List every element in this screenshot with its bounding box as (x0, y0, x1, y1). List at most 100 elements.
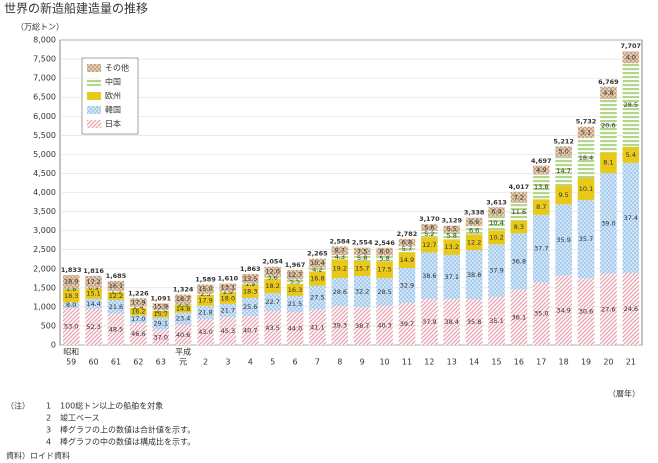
bar-segment (309, 285, 326, 310)
segment-label: 3.6 (267, 273, 277, 281)
bar-segment (107, 292, 125, 300)
bar-segment (264, 278, 281, 294)
segment-label: 13.5 (243, 275, 257, 283)
bar-segment (331, 254, 349, 260)
segment-label: 37.7 (534, 245, 548, 253)
legend-label: 日本 (105, 119, 121, 129)
bar-segment (488, 207, 505, 217)
x-tick-label: 6 (292, 358, 297, 367)
bar-segment (421, 237, 438, 253)
segment-label: 18.3 (64, 292, 78, 300)
bar-segment (241, 283, 259, 285)
bar-segment (465, 217, 483, 227)
total-label: 6,769 (598, 78, 619, 86)
total-label: 7,707 (621, 42, 642, 50)
bar-segment (152, 310, 170, 318)
segment-label: 5.8 (379, 254, 389, 262)
bar-segment (443, 299, 461, 345)
bar-segment (62, 288, 80, 290)
total-label: 1,091 (150, 294, 171, 302)
x-tick-label: 16 (514, 358, 524, 367)
segment-label: 39.7 (400, 320, 414, 328)
y-tick-label: 4,500 (33, 169, 56, 178)
total-label: 3,170 (419, 215, 440, 223)
bar-segment (174, 303, 192, 306)
bar-segment (465, 226, 483, 235)
bar-segment (264, 310, 281, 345)
segment-label: 38.8 (467, 271, 481, 279)
segment-label: 15.7 (355, 264, 369, 272)
segment-label: 27.5 (310, 294, 324, 302)
bar-segment (241, 297, 259, 317)
segment-label: 17.9 (131, 298, 145, 306)
bar-segment (443, 225, 461, 233)
segment-label: 12.7 (422, 241, 436, 249)
bar-segment (174, 324, 192, 345)
segment-label: 21.8 (198, 308, 212, 316)
segment-label: 1.9 (245, 280, 255, 288)
segment-label: 4.0 (626, 53, 636, 61)
segment-label: 38.4 (444, 318, 458, 326)
x-unit: （暦年） (608, 389, 640, 399)
segment-label: 21.7 (221, 307, 235, 315)
segment-label: 1.5 (111, 288, 121, 296)
segment-label: 6.4 (491, 208, 501, 216)
segment-label: 10.2 (489, 233, 503, 241)
notes-label: （注） (6, 401, 30, 411)
x-era-label: 昭和 (63, 348, 79, 357)
bar-segment (62, 275, 80, 289)
bar-segment (85, 298, 102, 309)
segment-label: 13.8 (534, 183, 548, 191)
segment-label: 14.7 (556, 167, 570, 175)
segment-label: 17.5 (377, 266, 391, 274)
bar-segment (286, 279, 304, 284)
segment-label: 35.8 (467, 318, 481, 326)
segment-label: 10.1 (579, 185, 593, 193)
total-label: 1,816 (83, 267, 104, 275)
bar-segment (577, 137, 595, 179)
x-tick-label: 10 (379, 358, 389, 367)
x-tick-label: 元 (179, 358, 187, 367)
bar-segment (107, 313, 125, 345)
segment-label: 37.9 (489, 267, 503, 275)
total-label: 5,212 (553, 137, 574, 145)
x-tick-label: 11 (402, 358, 412, 367)
bar-segment (197, 294, 214, 306)
segment-label: 43.5 (265, 324, 279, 332)
bar-segment (488, 244, 505, 297)
bar-segment (331, 246, 349, 255)
bar-segment (465, 250, 483, 300)
segment-label: 8.1 (603, 159, 613, 167)
source: 資料）ロイド資料 (6, 451, 70, 461)
legend-label: 欧州 (105, 91, 121, 101)
segment-label: 5.0 (558, 147, 568, 155)
bar-segment (600, 99, 617, 153)
x-tick-label: 13 (447, 358, 457, 367)
y-tick-label: 8,000 (33, 36, 56, 45)
segment-label: 20.6 (601, 122, 615, 130)
segment-label: 12.2 (109, 292, 123, 300)
bar-segment (510, 233, 528, 290)
bar-segment (465, 299, 483, 345)
segment-label: 36.1 (512, 313, 526, 321)
x-tick-label: 63 (156, 358, 166, 367)
segment-label: 15.1 (86, 290, 100, 298)
bar-segment (353, 275, 371, 308)
x-tick-label: 5 (270, 358, 275, 367)
segment-label: 8.7 (335, 247, 345, 255)
note-number: 2 (46, 414, 51, 423)
bar-segment (264, 266, 281, 277)
segment-label: 13.1 (221, 284, 235, 292)
bar-segment (421, 252, 438, 300)
segment-label: 2.3 (200, 290, 210, 298)
segment-label: 8.0 (379, 248, 389, 256)
segment-label: 48.5 (109, 325, 123, 333)
bar-segment (532, 214, 550, 283)
bar-segment (107, 291, 125, 293)
bar-segment (331, 306, 349, 345)
x-tick-label: 60 (88, 358, 98, 367)
bar-segment (219, 283, 237, 292)
segment-label: 24.6 (624, 305, 638, 313)
segment-label: 15.9 (153, 303, 167, 311)
